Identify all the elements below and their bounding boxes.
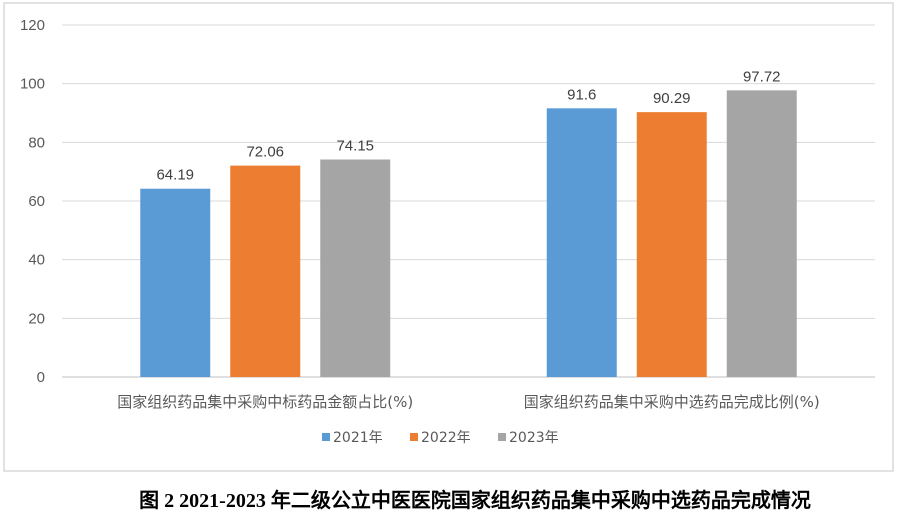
legend-swatch [498, 433, 506, 441]
category-label: 国家组织药品集中采购中选药品完成比例(%) [524, 393, 820, 411]
y-tick-label: 80 [28, 134, 45, 151]
y-tick-label: 20 [28, 310, 45, 327]
bar-2021年-1 [140, 188, 211, 377]
y-tick-label: 100 [20, 76, 45, 93]
data-label: 91.6 [567, 86, 596, 103]
bar-2023年-1 [320, 159, 391, 377]
data-label: 97.72 [743, 68, 781, 85]
bar-2023年-2 [726, 90, 797, 377]
y-tick-label: 40 [28, 252, 45, 269]
bar-2022年-1 [230, 165, 301, 377]
data-labels: 64.19 72.06 74.15 91.6 90.29 97.72 [156, 68, 780, 183]
y-axis-ticks: 0 20 40 60 80 100 120 [20, 17, 45, 386]
bar-2021年-2 [546, 108, 617, 377]
legend-label: 2023年 [509, 430, 559, 446]
bars [140, 90, 797, 378]
figure-caption: 图 2 2021-2023 年二级公立中医医院国家组织药品集中采购中选药品完成情… [139, 490, 811, 512]
legend-swatch [410, 433, 418, 441]
y-tick-label: 0 [37, 369, 45, 386]
bar-chart: 0 20 40 60 80 100 120 64.19 72.06 74.15 91.6 90.29… [3, 2, 894, 472]
y-tick-label: 60 [28, 193, 45, 210]
legend-label: 2022年 [421, 430, 471, 446]
legend-label: 2021年 [333, 430, 383, 446]
legend-swatch [322, 433, 330, 441]
data-label: 72.06 [246, 144, 284, 161]
data-label: 74.15 [336, 137, 374, 154]
category-label: 国家组织药品集中采购中标药品金额占比(%) [117, 393, 413, 411]
category-labels: 国家组织药品集中采购中标药品金额占比(%) 国家组织药品集中采购中选药品完成比例(… [117, 393, 819, 411]
bar-2022年-2 [636, 112, 707, 378]
y-tick-label: 120 [20, 17, 45, 34]
legend: 2021年 2022年 2023年 [322, 430, 559, 446]
data-label: 64.19 [156, 167, 194, 184]
data-label: 90.29 [653, 90, 691, 107]
